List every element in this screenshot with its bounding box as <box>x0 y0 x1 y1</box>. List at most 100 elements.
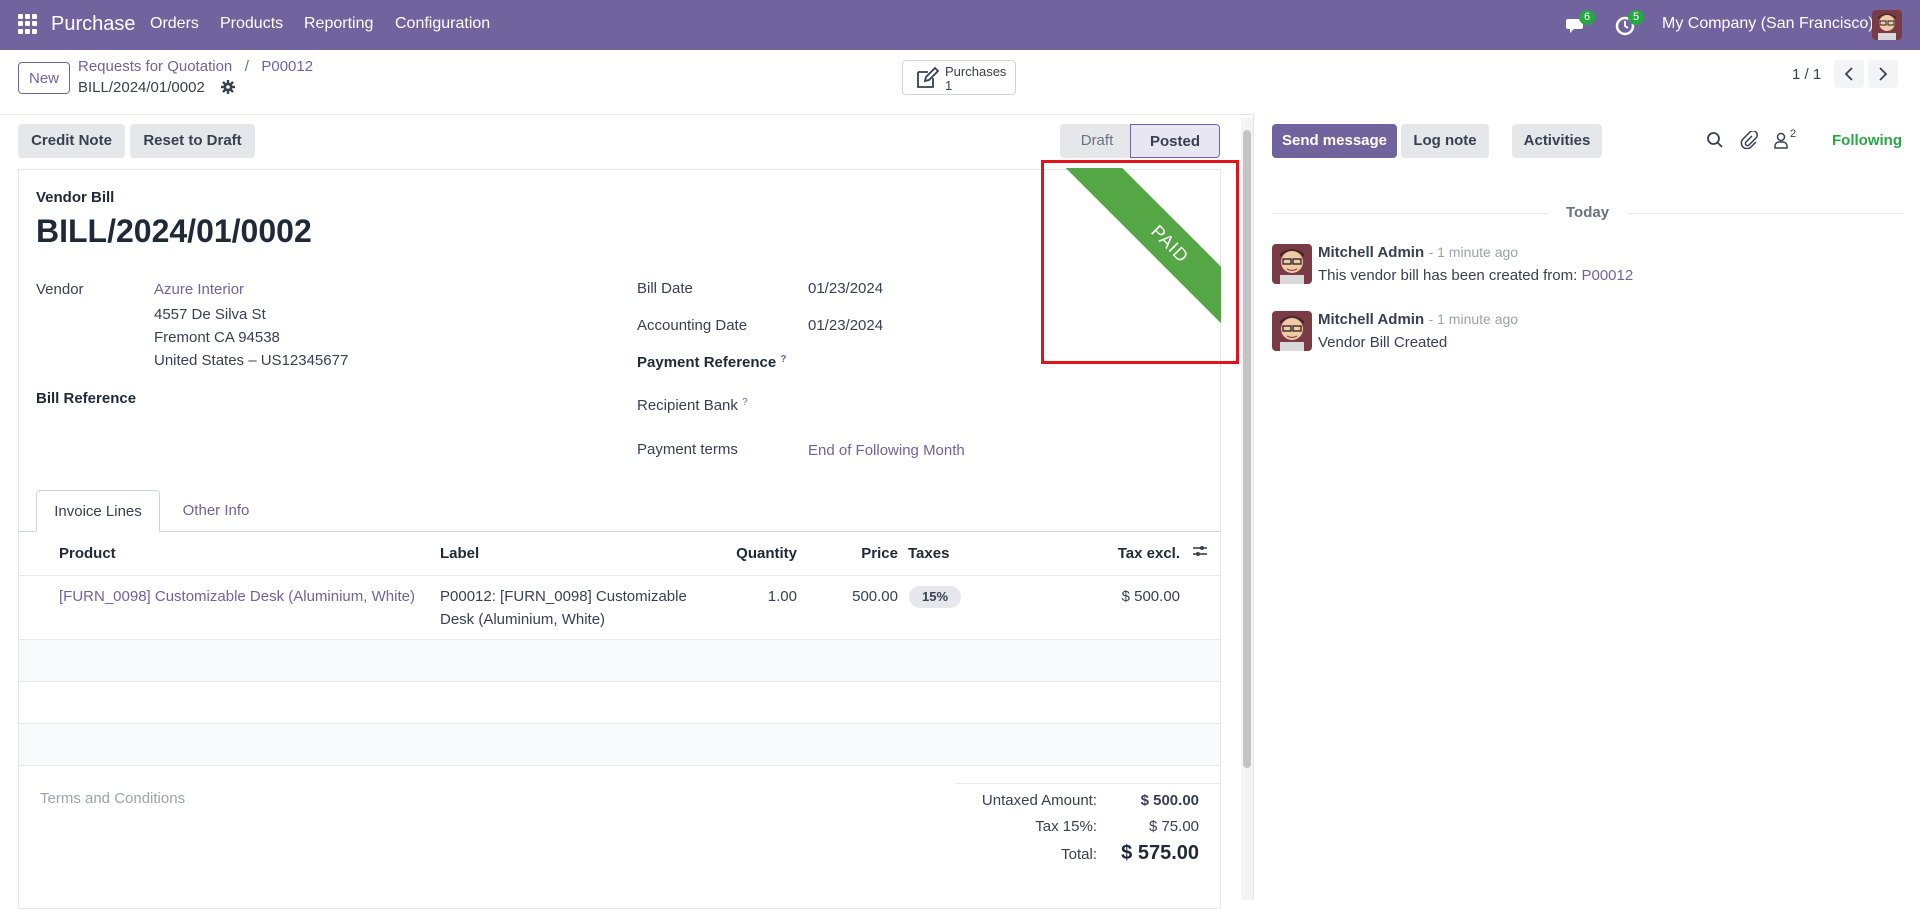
edit-icon <box>917 66 939 88</box>
empty-row[interactable] <box>19 682 1220 723</box>
line-label[interactable]: P00012: [FURN_0098] Customizable <box>440 588 687 605</box>
line-quantity[interactable]: 1.00 <box>767 588 797 605</box>
reset-to-draft-button[interactable]: Reset to Draft <box>130 124 255 158</box>
help-icon[interactable]: ? <box>780 354 787 365</box>
untaxed-amount-label: Untaxed Amount: <box>981 792 1097 809</box>
search-icon[interactable] <box>1706 131 1726 151</box>
activities-icon[interactable]: 5 <box>1615 10 1645 38</box>
optional-columns-icon[interactable] <box>1192 543 1208 559</box>
payment-terms-field[interactable]: End of Following Month <box>808 442 965 459</box>
recipient-bank-field[interactable] <box>808 393 1188 419</box>
paperclip-icon[interactable] <box>1740 130 1760 151</box>
column-tax-excl[interactable]: Tax excl. <box>1117 545 1180 562</box>
chevron-right-icon <box>1879 67 1888 81</box>
help-icon[interactable]: ? <box>742 397 748 408</box>
row-divider <box>19 723 1220 724</box>
line-label[interactable]: Desk (Aluminium, White) <box>440 611 606 628</box>
total-label: Total: <box>1061 846 1097 863</box>
table-row[interactable] <box>19 576 1220 639</box>
message-author[interactable]: Mitchell Admin <box>1318 244 1425 261</box>
followers-icon[interactable]: 2 <box>1772 128 1806 151</box>
status-draft[interactable]: Draft <box>1060 124 1134 158</box>
tax-value: $ 75.00 <box>1148 818 1199 835</box>
message-link-po[interactable]: P00012 <box>1581 267 1634 284</box>
tab-invoice-lines[interactable]: Invoice Lines <box>36 490 160 532</box>
pager-next-button[interactable] <box>1868 60 1898 88</box>
column-product[interactable]: Product <box>59 545 116 562</box>
messages-icon[interactable]: 6 <box>1566 10 1596 38</box>
accounting-date-field[interactable]: 01/23/2024 <box>808 317 884 334</box>
payment-reference-label: Payment Reference ? <box>637 354 787 371</box>
avatar[interactable] <box>1272 311 1312 351</box>
bill-date-field[interactable]: 01/23/2024 <box>808 280 884 297</box>
breadcrumb-rfq[interactable]: Requests for Quotation <box>78 58 233 75</box>
message-date: - 1 minute ago <box>1428 244 1519 260</box>
divider <box>1628 213 1903 214</box>
send-message-button[interactable]: Send message <box>1272 124 1397 158</box>
bill-date-label: Bill Date <box>637 280 693 297</box>
bill-reference-field[interactable] <box>154 384 554 412</box>
column-taxes[interactable]: Taxes <box>908 545 950 562</box>
vendor-address-line: Fremont CA 94538 <box>154 329 280 346</box>
tax-label: Tax 15%: <box>1035 818 1097 835</box>
date-separator: Today <box>1566 204 1610 221</box>
message-author[interactable]: Mitchell Admin <box>1318 311 1425 328</box>
messages-badge: 6 <box>1579 10 1596 25</box>
accounting-date-label: Accounting Date <box>637 317 748 334</box>
app-name[interactable]: Purchase <box>51 13 136 35</box>
line-tax-badge[interactable]: 15% <box>909 586 961 608</box>
payment-reference-field[interactable] <box>808 350 1188 376</box>
payment-terms-label: Payment terms <box>637 441 738 458</box>
pager-previous-button[interactable] <box>1834 60 1864 88</box>
tab-other-info[interactable]: Other Info <box>182 502 250 519</box>
line-product[interactable]: [FURN_0098] Customizable Desk (Aluminium… <box>59 588 415 605</box>
empty-row[interactable] <box>19 640 1220 681</box>
vendor-field[interactable]: Azure Interior <box>154 281 245 298</box>
message-body: Vendor Bill Created <box>1318 334 1448 351</box>
form-sheet <box>18 169 1221 909</box>
vendor-address-line: United States – US12345677 <box>154 352 349 369</box>
message-body: This vendor bill has been created from: … <box>1318 267 1634 284</box>
purchases-smart-button[interactable]: Purchases 1 <box>902 60 1016 95</box>
menu-orders[interactable]: Orders <box>150 15 199 32</box>
menu-products[interactable]: Products <box>220 15 284 32</box>
avatar[interactable] <box>1272 244 1312 284</box>
user-avatar[interactable] <box>1872 10 1902 40</box>
vendor-address-line: 4557 De Silva St <box>154 306 266 323</box>
row-divider <box>19 765 1220 766</box>
new-button[interactable]: New <box>18 62 70 94</box>
menu-configuration[interactable]: Configuration <box>395 15 491 32</box>
menu-reporting[interactable]: Reporting <box>304 15 374 32</box>
chatter-panel <box>1253 114 1920 900</box>
divider <box>1272 213 1548 214</box>
highlight-box <box>1041 160 1239 364</box>
terms-and-conditions-field[interactable]: Terms and Conditions <box>40 790 186 807</box>
empty-row[interactable] <box>19 724 1220 765</box>
apps-menu-icon[interactable] <box>18 14 38 34</box>
activities-badge: 5 <box>1628 10 1645 25</box>
document-type: Vendor Bill <box>36 189 115 206</box>
table-header-divider <box>19 575 1220 576</box>
smart-button-count: 1 <box>945 78 953 93</box>
recipient-bank-label: Recipient Bank ? <box>637 397 748 414</box>
line-price[interactable]: 500.00 <box>852 588 898 605</box>
breadcrumb-po[interactable]: P00012 <box>261 58 314 75</box>
status-posted[interactable]: Posted <box>1130 124 1220 158</box>
credit-note-button[interactable]: Credit Note <box>18 124 125 158</box>
gear-icon[interactable] <box>221 80 235 94</box>
column-label[interactable]: Label <box>440 545 480 562</box>
message-date: - 1 minute ago <box>1428 311 1519 327</box>
pager-value[interactable]: 1 / 1 <box>1792 66 1822 83</box>
message-header: Mitchell Admin - 1 minute ago <box>1318 244 1518 262</box>
breadcrumb: Requests for Quotation / P00012 <box>78 58 313 76</box>
following-button[interactable]: Following <box>1832 132 1902 149</box>
column-quantity[interactable]: Quantity <box>736 545 797 562</box>
log-note-button[interactable]: Log note <box>1401 124 1489 158</box>
followers-count: 2 <box>1790 128 1797 140</box>
column-price[interactable]: Price <box>861 545 898 562</box>
company-switcher[interactable]: My Company (San Francisco) <box>1662 15 1874 32</box>
activities-button[interactable]: Activities <box>1512 124 1602 158</box>
totals-divider <box>956 783 1220 784</box>
form-scrollbar-thumb[interactable] <box>1243 130 1251 768</box>
untaxed-amount-value: $ 500.00 <box>1140 792 1199 809</box>
